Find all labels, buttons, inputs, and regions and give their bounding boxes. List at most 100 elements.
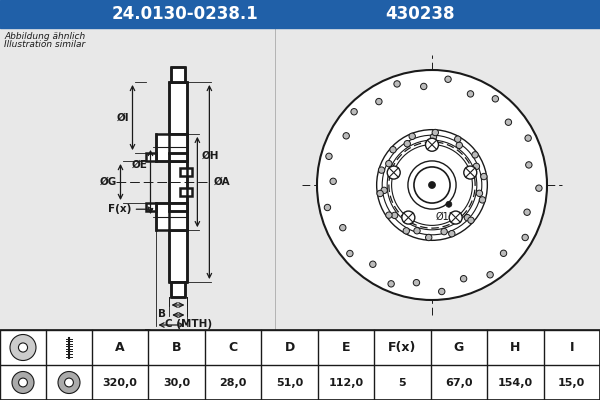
Text: 28,0: 28,0 <box>220 378 247 388</box>
Circle shape <box>326 153 332 160</box>
Bar <box>0 330 600 400</box>
Circle shape <box>10 334 36 360</box>
Circle shape <box>19 378 28 387</box>
Text: A: A <box>115 341 125 354</box>
Text: 112,0: 112,0 <box>328 378 364 388</box>
Text: C (MTH): C (MTH) <box>165 319 212 329</box>
Text: G: G <box>454 341 464 354</box>
Text: Abbildung ähnlich: Abbildung ähnlich <box>4 32 85 41</box>
Circle shape <box>421 83 427 90</box>
Bar <box>169 82 187 134</box>
Circle shape <box>430 134 437 140</box>
Text: F(x): F(x) <box>388 341 416 354</box>
Circle shape <box>351 108 357 115</box>
Circle shape <box>379 167 385 173</box>
Bar <box>169 230 187 282</box>
Circle shape <box>536 185 542 191</box>
Circle shape <box>449 230 455 237</box>
Circle shape <box>526 162 532 168</box>
Circle shape <box>525 135 532 141</box>
Circle shape <box>432 129 439 136</box>
Bar <box>0 28 600 330</box>
Circle shape <box>500 250 507 256</box>
Bar <box>180 188 193 196</box>
Circle shape <box>324 204 331 211</box>
Text: Illustration similar: Illustration similar <box>4 40 85 49</box>
Circle shape <box>425 138 439 151</box>
Text: ØA: ØA <box>214 177 230 187</box>
Text: ØI: ØI <box>117 112 130 122</box>
Circle shape <box>403 228 409 234</box>
Circle shape <box>473 163 479 170</box>
Text: D: D <box>144 329 152 339</box>
Circle shape <box>386 212 392 218</box>
Circle shape <box>472 152 478 158</box>
Text: ØG: ØG <box>100 177 118 187</box>
Circle shape <box>446 201 452 207</box>
Bar <box>171 67 185 82</box>
Text: Ø120: Ø120 <box>436 212 462 222</box>
Text: B: B <box>172 341 181 354</box>
Text: C: C <box>229 341 238 354</box>
Circle shape <box>467 91 473 97</box>
Circle shape <box>390 146 396 153</box>
Circle shape <box>414 167 450 203</box>
Text: 30,0: 30,0 <box>163 378 190 388</box>
Circle shape <box>404 140 410 147</box>
Circle shape <box>377 130 487 240</box>
Circle shape <box>492 96 499 102</box>
Bar <box>171 282 185 297</box>
Bar <box>155 203 187 230</box>
Circle shape <box>414 228 420 234</box>
Text: 24.0130-0238.1: 24.0130-0238.1 <box>112 5 259 23</box>
Circle shape <box>441 228 448 235</box>
Circle shape <box>392 144 472 226</box>
Circle shape <box>505 119 512 126</box>
Text: 154,0: 154,0 <box>498 378 533 388</box>
Circle shape <box>408 161 456 209</box>
Circle shape <box>445 76 451 82</box>
Text: B: B <box>158 309 166 319</box>
Text: Ø9,2: Ø9,2 <box>455 209 476 218</box>
Circle shape <box>370 261 376 268</box>
Circle shape <box>449 211 462 224</box>
Circle shape <box>481 173 487 180</box>
Circle shape <box>394 81 400 87</box>
Circle shape <box>455 136 461 142</box>
Text: H: H <box>510 341 521 354</box>
Circle shape <box>476 190 482 196</box>
Circle shape <box>487 272 493 278</box>
Circle shape <box>340 224 346 231</box>
Text: 5: 5 <box>398 378 406 388</box>
Bar <box>0 330 600 400</box>
Circle shape <box>12 372 34 394</box>
Circle shape <box>428 182 436 188</box>
Text: 430238: 430238 <box>385 5 455 23</box>
Circle shape <box>58 372 80 394</box>
Bar <box>146 153 155 161</box>
Circle shape <box>376 98 382 105</box>
Text: ØE: ØE <box>131 160 148 170</box>
Circle shape <box>439 288 445 295</box>
Circle shape <box>317 70 547 300</box>
Circle shape <box>347 250 353 257</box>
Bar <box>169 203 187 211</box>
Circle shape <box>382 135 482 235</box>
Circle shape <box>402 211 415 224</box>
Circle shape <box>460 276 467 282</box>
Text: D: D <box>284 341 295 354</box>
Circle shape <box>19 343 28 352</box>
Bar <box>155 134 187 161</box>
Bar <box>169 153 187 161</box>
Text: I: I <box>569 341 574 354</box>
Text: F(x): F(x) <box>108 204 131 214</box>
Circle shape <box>343 133 349 139</box>
Text: 320,0: 320,0 <box>103 378 137 388</box>
Text: E: E <box>342 341 350 354</box>
Circle shape <box>330 178 337 184</box>
Text: 67,0: 67,0 <box>445 378 473 388</box>
Circle shape <box>377 190 383 197</box>
Circle shape <box>387 140 477 230</box>
Bar <box>146 203 155 211</box>
Circle shape <box>65 378 73 387</box>
